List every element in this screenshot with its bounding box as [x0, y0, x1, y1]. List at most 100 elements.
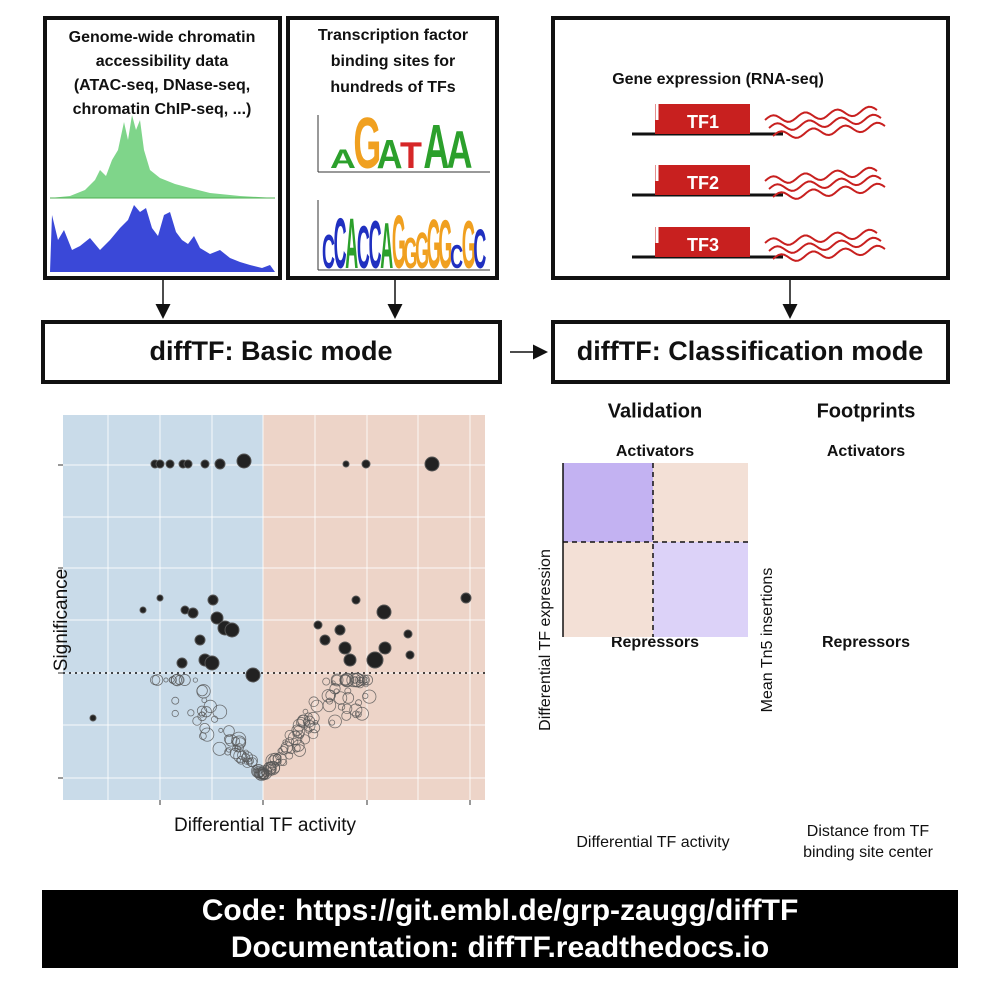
motif-letter: C — [450, 238, 463, 275]
motif-letter: G — [415, 224, 429, 280]
motif-letter: C — [322, 224, 335, 278]
point — [171, 696, 180, 705]
expression-box — [551, 16, 950, 280]
motif-letter: C — [369, 206, 382, 283]
section-title: Footprints — [817, 400, 916, 422]
volcano-grid — [58, 415, 485, 805]
motif-letter: C — [334, 205, 347, 285]
volcano-right — [263, 415, 485, 800]
panel-title: Activators — [616, 443, 694, 460]
point — [350, 676, 359, 684]
point — [361, 459, 371, 469]
point — [224, 622, 240, 638]
motif-letter: A — [380, 211, 393, 283]
promoter-arrow — [655, 94, 700, 120]
point — [308, 696, 320, 707]
motif-letter: C — [357, 215, 370, 281]
point — [342, 460, 350, 468]
point — [183, 459, 193, 469]
point — [178, 674, 191, 686]
point — [355, 699, 363, 707]
accessibility-track — [50, 205, 275, 272]
motif-letter: G — [462, 206, 476, 283]
point — [194, 634, 206, 646]
point — [163, 677, 169, 683]
point — [265, 753, 281, 769]
point — [223, 725, 235, 737]
point — [297, 714, 311, 728]
point — [293, 744, 306, 757]
panel-title: Repressors — [822, 634, 910, 651]
point — [342, 692, 355, 704]
section-title: Validation — [608, 400, 702, 422]
point — [257, 767, 270, 780]
axis-label: Differential TF expression — [537, 549, 554, 731]
motif-letter: C — [473, 217, 486, 280]
point — [236, 756, 246, 765]
point — [149, 674, 161, 686]
point — [245, 757, 253, 765]
mode-box — [551, 320, 950, 384]
point — [204, 655, 220, 671]
volcano-left — [63, 415, 263, 800]
box-title: (ATAC-seq, DNase-seq, — [74, 77, 250, 94]
promoter-head — [700, 213, 710, 225]
gene-body — [655, 104, 750, 134]
motif-letter: G — [438, 206, 452, 283]
point — [366, 651, 384, 669]
point — [358, 674, 370, 686]
box-title: accessibility data — [96, 53, 229, 70]
point — [339, 674, 352, 686]
point — [214, 458, 226, 470]
point — [334, 624, 346, 636]
footer — [42, 890, 958, 968]
promoter-head — [700, 151, 710, 163]
point — [187, 607, 199, 619]
point — [176, 657, 188, 669]
motif-letter: G — [392, 199, 406, 284]
motif-letter: G — [427, 205, 441, 283]
point — [241, 753, 251, 763]
point — [302, 708, 309, 715]
point — [171, 673, 184, 687]
point — [243, 749, 249, 756]
point — [405, 650, 415, 660]
footer-line: Documentation: diffTF.readthedocs.io — [231, 931, 769, 964]
box-title: hundreds of TFs — [330, 79, 455, 96]
point — [362, 689, 377, 704]
transcript — [764, 166, 878, 184]
point — [299, 734, 310, 745]
point — [269, 752, 282, 765]
point — [156, 594, 164, 602]
point — [200, 727, 215, 742]
point — [329, 719, 336, 726]
axis-label: Differential TF activity — [174, 815, 356, 836]
point — [280, 741, 293, 754]
gene-label: TF1 — [687, 112, 719, 132]
point — [155, 459, 165, 469]
point — [343, 653, 357, 667]
gene-body — [655, 165, 750, 195]
point — [207, 594, 219, 606]
point — [231, 736, 241, 746]
point — [210, 611, 224, 625]
point — [165, 459, 175, 469]
promoter-arrow — [655, 217, 700, 243]
point — [313, 620, 323, 630]
point — [89, 714, 97, 722]
point — [424, 456, 440, 472]
axis-label: binding site center — [803, 844, 934, 861]
quadrant — [653, 463, 748, 542]
point — [376, 604, 392, 620]
point — [378, 641, 392, 655]
transcript — [772, 121, 886, 139]
axis-label: Differential TF activity — [576, 834, 729, 851]
footer-line: Code: https://git.embl.de/grp-zaugg/diff… — [202, 894, 799, 927]
point — [267, 755, 280, 767]
point — [198, 711, 206, 718]
point — [171, 709, 179, 718]
quadrant — [563, 463, 653, 542]
box-title: Genome-wide chromatin — [69, 29, 256, 46]
